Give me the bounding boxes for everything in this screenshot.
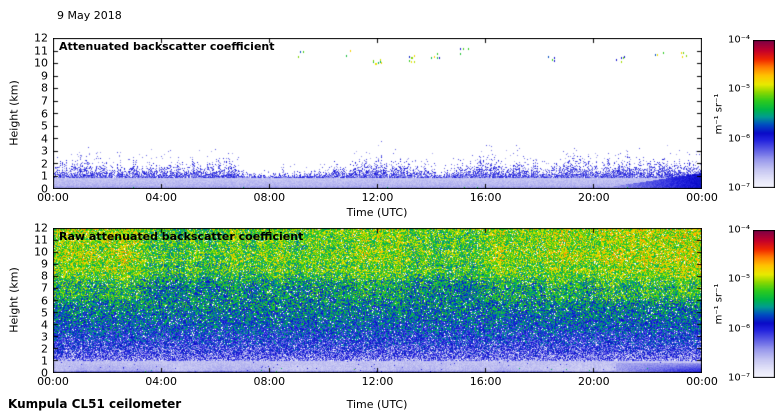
colorbar-bottom: 10⁻⁴ 10⁻⁵ 10⁻⁶ 10⁻⁷ m⁻¹ sr⁻¹ bbox=[714, 225, 775, 384]
y-tick-label: 8 bbox=[41, 81, 48, 95]
attenuated-backscatter-heatmap bbox=[53, 38, 702, 189]
x-tick-label: 04:00 bbox=[145, 375, 178, 388]
cb-tick-label: 10⁻⁴ bbox=[727, 34, 750, 46]
x-tick-label: 08:00 bbox=[253, 191, 286, 204]
y-tick-label: 7 bbox=[41, 281, 48, 295]
y-tick-label: 12 bbox=[34, 31, 48, 45]
colorbar-gradient-bottom bbox=[753, 230, 775, 378]
colorbar-tick-labels-bottom: 10⁻⁴ 10⁻⁵ 10⁻⁶ 10⁻⁷ bbox=[723, 225, 753, 384]
y-tick-label: 12 bbox=[34, 221, 48, 235]
colorbar-top: 10⁻⁴ 10⁻⁵ 10⁻⁶ 10⁻⁷ m⁻¹ sr⁻¹ bbox=[714, 35, 775, 194]
cb-tick-label: 10⁻⁴ bbox=[727, 224, 750, 236]
y-tick-label: 1 bbox=[41, 354, 48, 368]
y-tick-label: 2 bbox=[41, 157, 48, 171]
y-tick-label: 8 bbox=[41, 269, 48, 283]
y-tick-label: 5 bbox=[41, 306, 48, 320]
y-tick-label: 4 bbox=[41, 132, 48, 146]
x-tick-label: 00:00 bbox=[37, 191, 69, 204]
x-tick-label: 00:00 bbox=[686, 191, 718, 204]
y-axis-ticks-top: 0 1 2 3 4 5 6 7 8 9 10 11 12 bbox=[19, 32, 53, 196]
y-tick-label: 1 bbox=[41, 169, 48, 183]
x-tick-label: 16:00 bbox=[469, 375, 502, 388]
y-tick-label: 6 bbox=[41, 107, 48, 120]
y-tick-label: 11 bbox=[34, 233, 48, 247]
x-tick-label: 12:00 bbox=[361, 191, 394, 204]
colorbar-unit-label-top: m⁻¹ sr⁻¹ bbox=[713, 93, 725, 135]
cb-tick-label: 10⁻⁵ bbox=[727, 83, 750, 95]
y-tick-label: 9 bbox=[41, 69, 48, 83]
y-tick-label: 11 bbox=[34, 44, 48, 58]
y-tick-label: 9 bbox=[41, 257, 48, 271]
y-tick-label: 2 bbox=[41, 342, 48, 356]
x-tick-label: 04:00 bbox=[145, 191, 178, 204]
x-axis-ticks-bottom: 00:00 04:00 08:00 12:00 16:00 20:00 00:00 bbox=[37, 373, 718, 388]
x-tick-label: 00:00 bbox=[37, 375, 69, 388]
colorbar-tick-labels-top: 10⁻⁴ 10⁻⁵ 10⁻⁶ 10⁻⁷ bbox=[723, 35, 753, 194]
cb-tick-label: 10⁻⁷ bbox=[727, 372, 750, 384]
raw-backscatter-panel: Raw attenuated backscatter coefficient 0… bbox=[34, 222, 718, 389]
y-tick-label: 10 bbox=[34, 245, 48, 259]
y-axis-ticks-bottom: 0 1 2 3 4 5 6 7 8 9 10 11 12 bbox=[19, 222, 53, 380]
x-tick-label: 08:00 bbox=[253, 375, 286, 388]
x-tick-label: 20:00 bbox=[577, 375, 610, 388]
cb-tick-label: 10⁻⁶ bbox=[727, 323, 750, 335]
x-tick-label: 12:00 bbox=[361, 375, 394, 388]
colorbar-gradient-top bbox=[753, 40, 775, 188]
y-tick-label: 10 bbox=[34, 56, 48, 70]
panel-title-bottom: Raw attenuated backscatter coefficient bbox=[59, 230, 304, 243]
x-tick-label: 16:00 bbox=[469, 191, 502, 204]
y-tick-label: 7 bbox=[41, 94, 48, 108]
panel-title-top: Attenuated backscatter coefficient bbox=[59, 40, 275, 53]
x-axis-label-bottom: Time (UTC) bbox=[346, 398, 408, 411]
raw-backscatter-heatmap bbox=[53, 228, 702, 373]
date-label: 9 May 2018 bbox=[57, 9, 122, 22]
colorbar-unit-label-bottom: m⁻¹ sr⁻¹ bbox=[713, 283, 725, 325]
x-axis-ticks-top: 00:00 04:00 08:00 12:00 16:00 20:00 00:00 bbox=[37, 189, 718, 204]
x-tick-label: 20:00 bbox=[577, 191, 610, 204]
y-tick-label: 3 bbox=[41, 330, 48, 344]
y-tick-label: 3 bbox=[41, 144, 48, 158]
x-tick-label: 00:00 bbox=[686, 375, 718, 388]
y-tick-label: 4 bbox=[41, 318, 48, 332]
cb-tick-label: 10⁻⁷ bbox=[727, 182, 750, 194]
cb-tick-label: 10⁻⁶ bbox=[727, 133, 750, 145]
y-tick-label: 0 bbox=[41, 366, 48, 380]
y-tick-label: 0 bbox=[41, 182, 48, 196]
x-axis-label-top: Time (UTC) bbox=[346, 206, 408, 219]
y-tick-label: 5 bbox=[41, 119, 48, 133]
instrument-label: Kumpula CL51 ceilometer bbox=[8, 397, 182, 411]
cb-tick-label: 10⁻⁵ bbox=[727, 273, 750, 285]
y-tick-label: 6 bbox=[41, 294, 48, 307]
